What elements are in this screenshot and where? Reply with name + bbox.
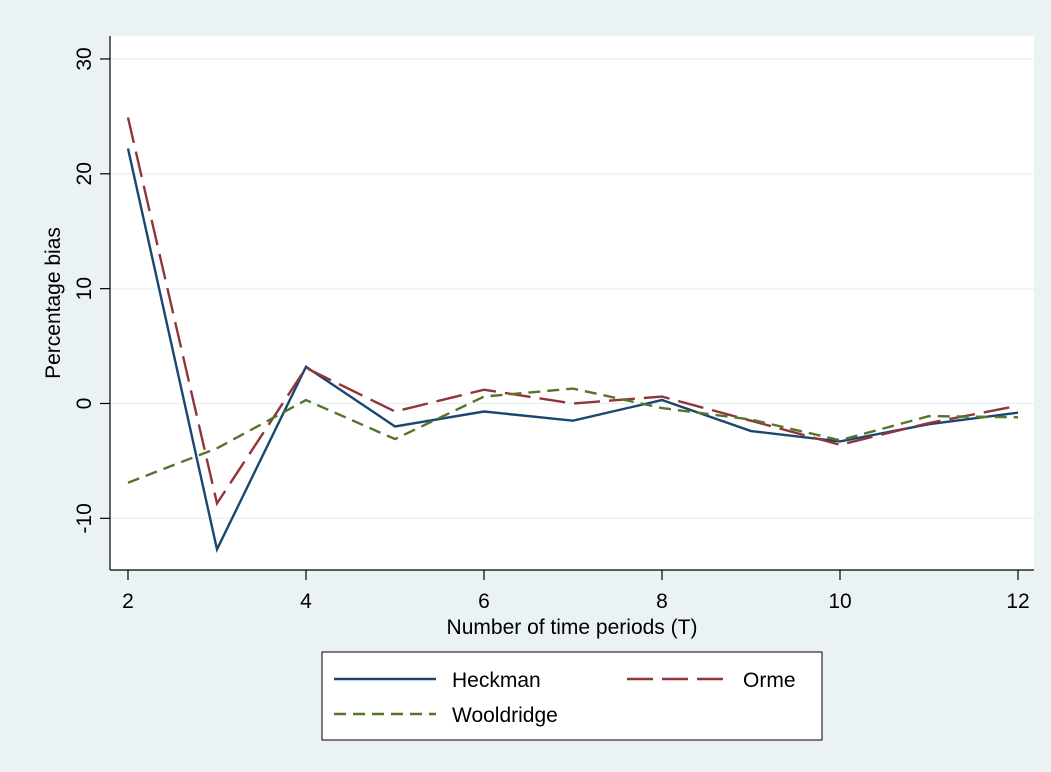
y-tick-label: 20 — [73, 162, 96, 185]
legend-label-heckman: Heckman — [452, 669, 541, 692]
y-tick-label: 10 — [73, 277, 96, 300]
series-lines — [126, 117, 1019, 553]
x-tick-label: 6 — [478, 590, 490, 613]
series-line-heckman — [126, 148, 1019, 553]
y-tick-label: -10 — [73, 503, 96, 533]
x-axis-title: Number of time periods (T) — [447, 616, 698, 639]
plot-area — [110, 36, 1034, 570]
x-tick-label: 2 — [122, 590, 134, 613]
legend-label-wooldridge: Wooldridge — [452, 704, 558, 727]
x-tick-label: 12 — [1006, 590, 1029, 613]
x-tick-label: 4 — [300, 590, 312, 613]
series-line-orme — [126, 117, 1019, 507]
legend-label-orme: Orme — [743, 669, 796, 692]
x-tick-label: 10 — [828, 590, 851, 613]
y-tick-label: 30 — [73, 47, 96, 70]
y-axis-title: Percentage bias — [42, 227, 65, 379]
axes: -10 0 10 20 30 2 4 6 8 10 12 — [73, 36, 1034, 613]
y-tick-label: 0 — [73, 398, 96, 410]
grid-lines — [110, 58, 1034, 520]
x-tick-label: 8 — [656, 590, 668, 613]
series-line-wooldridge — [127, 387, 1019, 484]
legend-box — [321, 651, 823, 741]
legend: Heckman Orme Wooldridge — [321, 651, 823, 741]
